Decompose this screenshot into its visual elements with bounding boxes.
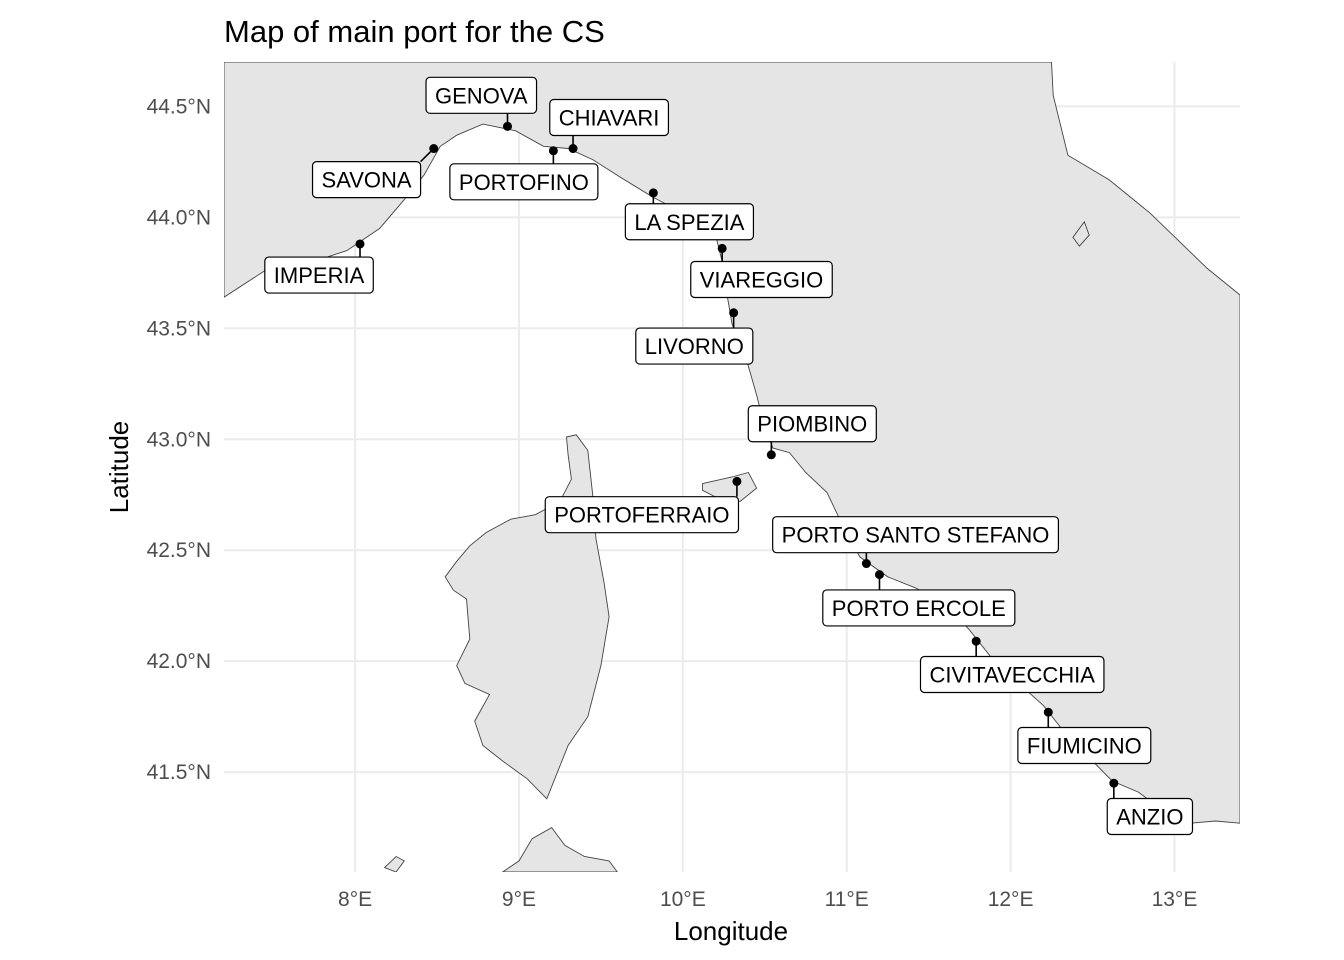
port-label-civitavecchia: CIVITAVECCHIA <box>919 655 1105 694</box>
chart-title: Map of main port for the CS <box>224 14 605 49</box>
y-tick-label-2: 42.5°N <box>147 539 211 562</box>
port-point-savona <box>429 144 439 154</box>
port-name-chiavari: CHIAVARI <box>559 105 660 130</box>
port-label-anzio: ANZIO <box>1106 797 1194 836</box>
x-axis-title: Longitude <box>674 916 788 946</box>
x-tick-label-2: 10°E <box>660 888 706 911</box>
port-label-imperia: IMPERIA <box>264 256 374 294</box>
port-point-porto-santo-stefano <box>861 559 871 569</box>
land-sardinia <box>501 827 618 872</box>
port-label-box-viareggio <box>690 260 833 299</box>
port-label-box-portoferraio <box>544 496 740 534</box>
x-tick-label-5: 13°E <box>1152 888 1198 911</box>
port-point-chiavari <box>568 144 578 154</box>
port-name-livorno: LIVORNO <box>645 334 744 359</box>
port-label-box-anzio <box>1106 797 1194 836</box>
port-label-chiavari: CHIAVARI <box>549 98 670 137</box>
port-label-la-spezia: LA SPEZIA <box>624 203 755 241</box>
port-name-portofino: PORTOFINO <box>459 170 589 195</box>
y-tick-label-0: 41.5°N <box>147 761 211 784</box>
port-label-piombino: PIOMBINO <box>747 405 877 443</box>
land-adriatic-islet <box>1072 220 1090 247</box>
y-axis-title: Latitude <box>104 421 134 514</box>
port-label-box-savona <box>311 161 422 199</box>
x-tick-label-1: 9°E <box>502 888 536 911</box>
port-name-imperia: IMPERIA <box>274 263 365 288</box>
port-label-box-genova <box>425 76 538 114</box>
port-label-box-civitavecchia <box>919 655 1105 694</box>
port-label-livorno: LIVORNO <box>635 327 754 365</box>
port-label-viareggio: VIAREGGIO <box>690 260 833 299</box>
port-name-genova: GENOVA <box>435 83 528 108</box>
port-name-anzio: ANZIO <box>1116 805 1183 830</box>
port-label-portoferraio: PORTOFERRAIO <box>544 496 740 534</box>
port-label-savona: SAVONA <box>311 161 422 199</box>
land-corsica <box>444 434 610 800</box>
land-mainland <box>224 62 1240 824</box>
port-label-genova: GENOVA <box>425 76 538 114</box>
port-name-la-spezia: LA SPEZIA <box>634 210 744 235</box>
port-label-box-porto-santo-stefano <box>772 516 1060 554</box>
x-tick-label-0: 8°E <box>338 888 372 911</box>
x-tick-label-4: 12°E <box>988 888 1034 911</box>
land-elba <box>702 471 758 502</box>
port-name-civitavecchia: CIVITAVECCHIA <box>930 662 1096 687</box>
port-label-box-chiavari <box>549 98 670 137</box>
port-label-box-imperia <box>264 256 374 294</box>
y-tick-label-6: 44.5°N <box>147 95 211 118</box>
port-label-box-portofino <box>449 163 599 201</box>
port-name-porto-ercole: PORTO ERCOLE <box>832 596 1006 621</box>
land-france-islets <box>383 855 405 872</box>
y-tick-label-1: 42.0°N <box>147 650 211 673</box>
port-label-porto-ercole: PORTO ERCOLE <box>822 589 1016 627</box>
port-label-fiumicino: FIUMICINO <box>1017 726 1152 765</box>
port-point-fiumicino <box>1043 707 1053 717</box>
port-label-box-la-spezia <box>624 203 755 241</box>
port-points <box>355 121 1119 788</box>
port-point-livorno <box>729 308 739 318</box>
port-label-box-porto-ercole <box>822 589 1016 627</box>
x-tick-label-3: 11°E <box>825 888 869 911</box>
y-axis-ticks: 41.5°N 42.0°N 42.5°N 43.0°N 43.5°N 44.0°N 44.5… <box>147 95 211 784</box>
port-name-piombino: PIOMBINO <box>757 412 867 437</box>
port-point-viareggio <box>717 243 727 253</box>
port-name-savona: SAVONA <box>322 168 412 193</box>
port-name-fiumicino: FIUMICINO <box>1027 734 1142 759</box>
port-point-civitavecchia <box>971 636 981 646</box>
port-labels: GENOVA CHIAVARI SAVONA PORTOFINO LA SPEZIA IM… <box>264 76 1194 836</box>
x-axis-ticks: 8°E 9°E 10°E 11°E 12°E 13°E <box>338 888 1197 911</box>
y-tick-label-5: 44.0°N <box>147 206 211 229</box>
y-tick-label-4: 43.5°N <box>147 317 211 340</box>
port-name-porto-santo-stefano: PORTO SANTO STEFANO <box>782 523 1050 548</box>
port-point-la-spezia <box>648 188 658 198</box>
y-tick-label-3: 43.0°N <box>147 428 211 451</box>
port-label-portofino: PORTOFINO <box>449 163 599 201</box>
port-point-piombino <box>766 450 776 460</box>
port-point-portoferraio <box>732 476 742 486</box>
port-point-genova <box>502 121 512 131</box>
port-point-anzio <box>1109 778 1119 788</box>
port-point-portofino <box>548 146 558 156</box>
port-name-viareggio: VIAREGGIO <box>700 267 823 292</box>
port-label-box-fiumicino <box>1017 726 1152 765</box>
port-name-portoferraio: PORTOFERRAIO <box>554 503 729 528</box>
port-label-box-piombino <box>747 405 877 443</box>
port-label-porto-santo-stefano: PORTO SANTO STEFANO <box>772 516 1060 554</box>
port-label-box-livorno <box>635 327 754 365</box>
port-point-imperia <box>355 239 365 249</box>
port-point-porto-ercole <box>874 570 884 580</box>
